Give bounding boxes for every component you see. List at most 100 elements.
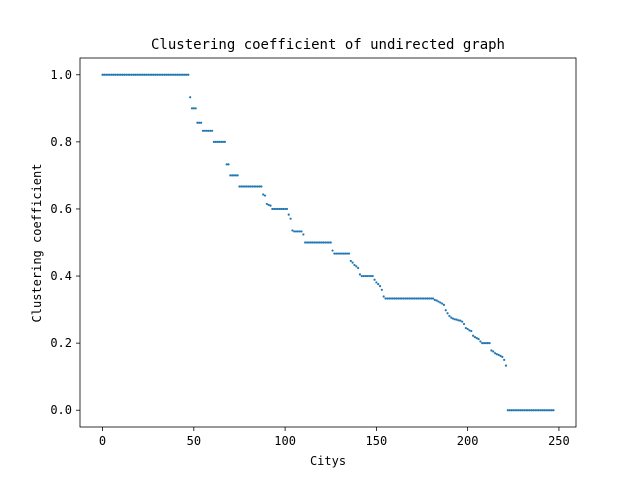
data-point: [276, 207, 279, 211]
data-point: [134, 73, 137, 76]
data-point: [515, 409, 519, 412]
data-point: [119, 73, 122, 76]
data-point: [287, 213, 290, 216]
data-point: [335, 252, 338, 255]
data-point: [183, 73, 186, 76]
data-point: [216, 140, 219, 143]
data-point: [251, 185, 254, 188]
data-point: [419, 297, 422, 300]
data-point: [273, 207, 276, 211]
x-tick-label: 200: [457, 434, 479, 448]
data-point: [263, 194, 267, 197]
data-point: [163, 73, 166, 76]
data-point: [136, 73, 139, 76]
data-point: [214, 140, 217, 143]
data-point: [189, 96, 192, 99]
data-point: [127, 73, 130, 76]
data-point: [437, 300, 440, 303]
data-point: [446, 312, 449, 315]
data-point: [375, 281, 378, 284]
data-point: [528, 409, 531, 412]
data-point: [209, 129, 212, 132]
data-point: [488, 342, 491, 345]
data-point: [475, 337, 478, 340]
data-point: [284, 207, 287, 211]
data-point: [519, 409, 522, 412]
data-point: [415, 297, 418, 300]
x-tick-label: 100: [274, 434, 296, 448]
data-point: [249, 185, 252, 188]
data-point: [304, 241, 307, 244]
data-point: [231, 174, 234, 177]
data-point: [108, 73, 111, 76]
data-point: [159, 73, 163, 76]
data-point: [357, 266, 360, 270]
data-point: [236, 174, 239, 177]
x-axis-label: Citys: [310, 454, 346, 468]
data-point: [504, 364, 508, 367]
data-point: [309, 241, 312, 244]
data-point: [267, 203, 270, 207]
data-point: [430, 297, 433, 300]
data-point: [329, 241, 332, 244]
data-point: [340, 252, 343, 255]
data-point: [294, 230, 298, 233]
data-point: [342, 252, 345, 255]
data-point: [355, 265, 358, 268]
data-point: [453, 318, 456, 321]
data-point: [393, 297, 396, 300]
data-point: [424, 297, 427, 300]
data-point: [472, 334, 475, 337]
x-tick-label: 150: [366, 434, 388, 448]
data-point: [484, 342, 488, 345]
data-point: [313, 241, 316, 244]
data-point: [530, 409, 533, 412]
data-point: [543, 409, 546, 412]
data-point: [179, 73, 183, 76]
data-point: [367, 274, 371, 278]
data-point: [523, 409, 526, 412]
data-point: [280, 207, 283, 211]
data-point: [198, 121, 201, 124]
data-point: [327, 241, 331, 244]
data-point: [110, 73, 113, 76]
data-point: [366, 274, 369, 278]
data-point: [172, 73, 175, 76]
data-point: [411, 297, 414, 300]
data-point: [260, 185, 263, 188]
data-point: [196, 121, 199, 124]
data-point: [331, 249, 334, 252]
data-point: [408, 297, 411, 300]
data-point: [132, 73, 135, 76]
data-point: [349, 259, 352, 263]
data-point: [413, 297, 416, 300]
data-point: [293, 230, 296, 233]
data-point: [384, 297, 387, 300]
data-point: [397, 297, 400, 300]
data-point: [347, 252, 351, 255]
data-point: [300, 230, 303, 233]
data-point: [450, 316, 453, 319]
data-point: [242, 185, 245, 188]
data-point: [360, 274, 363, 278]
data-point: [315, 241, 318, 244]
data-point: [468, 329, 471, 332]
data-point: [106, 73, 110, 76]
data-point: [158, 73, 161, 76]
data-point: [535, 409, 539, 412]
data-point: [181, 73, 184, 76]
data-point: [389, 297, 393, 300]
data-point: [499, 354, 502, 357]
data-point: [402, 297, 405, 300]
data-point: [428, 297, 431, 300]
data-point: [240, 185, 243, 188]
data-point: [503, 358, 506, 362]
data-point: [470, 329, 473, 333]
data-point: [451, 317, 455, 320]
data-point: [431, 297, 435, 300]
data-point: [318, 241, 321, 244]
x-tick-label: 0: [99, 434, 106, 448]
data-point: [174, 73, 177, 76]
data-point: [285, 207, 289, 211]
